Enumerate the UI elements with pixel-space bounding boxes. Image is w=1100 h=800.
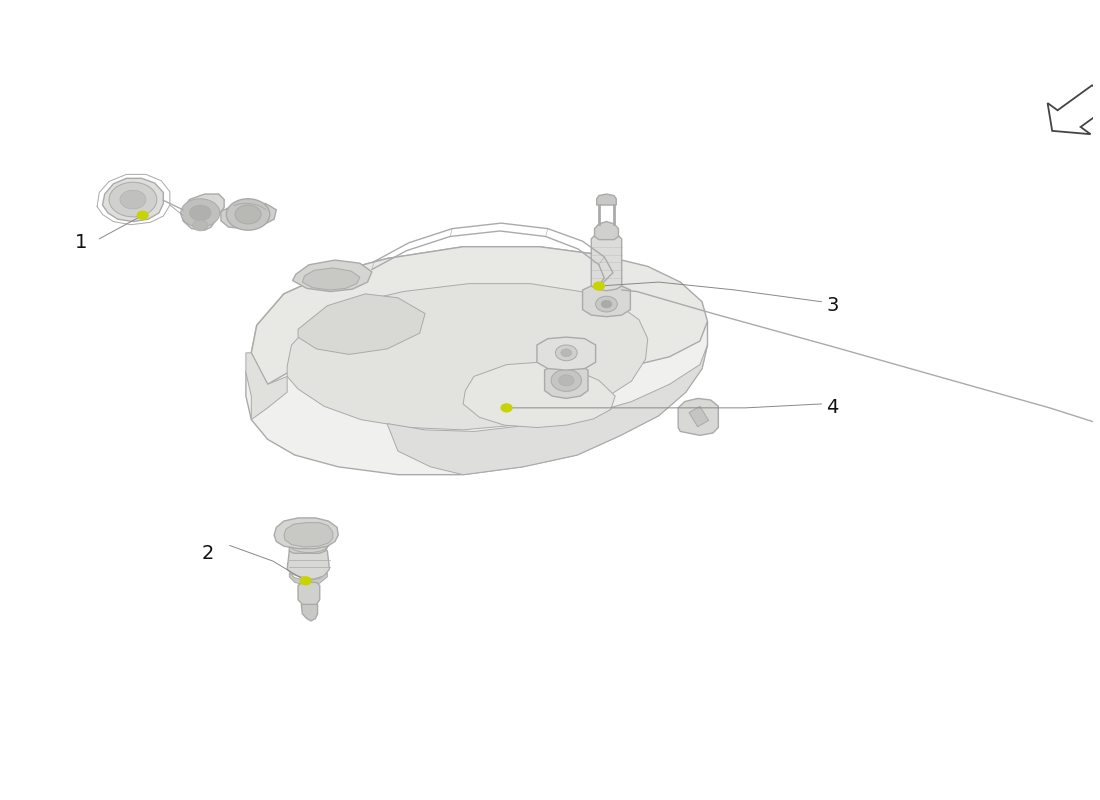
Circle shape xyxy=(227,198,270,230)
Circle shape xyxy=(561,349,572,357)
Circle shape xyxy=(180,198,220,227)
Polygon shape xyxy=(298,294,425,354)
Polygon shape xyxy=(298,582,320,606)
Circle shape xyxy=(556,345,578,361)
Polygon shape xyxy=(274,518,338,549)
Polygon shape xyxy=(596,194,616,205)
Text: 1: 1 xyxy=(75,234,87,252)
Polygon shape xyxy=(592,231,622,290)
Polygon shape xyxy=(583,285,630,317)
Polygon shape xyxy=(679,398,718,435)
Polygon shape xyxy=(246,246,707,474)
Text: 4: 4 xyxy=(826,398,838,418)
Circle shape xyxy=(235,205,261,224)
Polygon shape xyxy=(537,337,595,370)
Circle shape xyxy=(559,375,574,386)
Polygon shape xyxy=(594,222,618,240)
Polygon shape xyxy=(689,406,708,426)
Polygon shape xyxy=(102,178,163,222)
Polygon shape xyxy=(287,540,330,579)
Circle shape xyxy=(593,282,604,290)
Polygon shape xyxy=(301,604,318,621)
Polygon shape xyxy=(183,194,224,230)
Circle shape xyxy=(502,404,512,412)
Polygon shape xyxy=(246,353,287,420)
Polygon shape xyxy=(293,260,372,291)
Polygon shape xyxy=(289,573,328,586)
Circle shape xyxy=(138,211,148,219)
Polygon shape xyxy=(289,530,329,554)
Circle shape xyxy=(109,182,157,217)
Circle shape xyxy=(601,300,612,308)
Circle shape xyxy=(192,220,208,231)
Circle shape xyxy=(300,577,311,585)
Circle shape xyxy=(551,370,582,391)
Polygon shape xyxy=(544,363,588,398)
Text: 3: 3 xyxy=(826,296,838,315)
Circle shape xyxy=(120,190,146,209)
Polygon shape xyxy=(463,362,615,427)
Circle shape xyxy=(189,205,211,221)
Polygon shape xyxy=(387,345,707,474)
Polygon shape xyxy=(284,522,333,547)
Polygon shape xyxy=(251,246,707,384)
Text: 2: 2 xyxy=(201,544,214,562)
Circle shape xyxy=(595,296,617,312)
Polygon shape xyxy=(221,203,276,229)
Polygon shape xyxy=(287,284,648,430)
Polygon shape xyxy=(302,268,360,290)
